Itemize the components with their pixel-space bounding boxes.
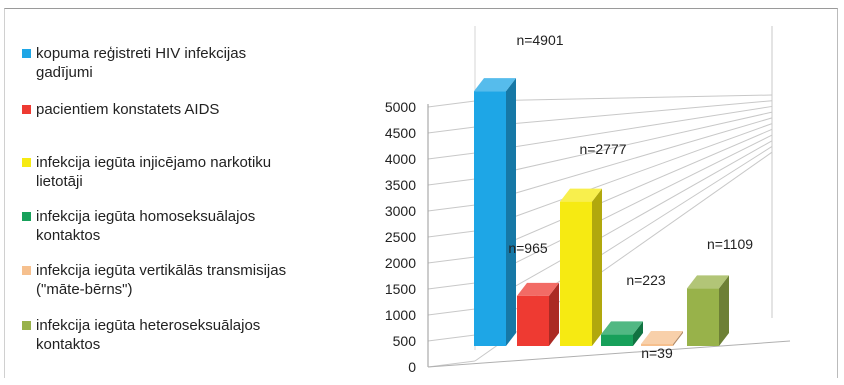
legend-item-injecting-drug-users: infekcija iegūta injicējamo narkotiku li… <box>22 153 306 191</box>
bar-top-0 <box>474 78 516 92</box>
bar-top-1 <box>517 282 559 296</box>
legend-swatch-heterosexual <box>22 321 31 330</box>
bar-front-4 <box>641 343 673 346</box>
bar-side-5 <box>719 275 729 346</box>
gridline-side-4 <box>427 256 476 264</box>
y-tick-label-0: 0 <box>408 359 416 375</box>
bar-front-0 <box>474 91 506 346</box>
gridline-back-10 <box>474 94 773 102</box>
bar-top-2 <box>560 188 602 202</box>
legend-label-heterosexual: infekcija iegūta heteroseksuālajos konta… <box>36 317 261 353</box>
gridline-side-2 <box>427 308 476 316</box>
bar-2 <box>560 188 602 346</box>
gridline-back-5 <box>474 123 773 232</box>
gridline-back-2 <box>474 140 773 310</box>
bar-0 <box>474 78 516 346</box>
y-tick-label-10: 5000 <box>385 99 416 115</box>
data-labels-layer: n=4901 n=965 n=2777 n=223 n=39 n=1109 <box>508 32 753 361</box>
y-tick-label-2: 1000 <box>385 307 416 323</box>
bar-side-3 <box>633 321 643 346</box>
y-tick-label-6: 3000 <box>385 203 416 219</box>
gridline-back-6 <box>474 117 773 206</box>
legend-label-total-hiv: kopuma reģistreti HIV infekcijas gadījum… <box>36 45 247 81</box>
gridline-back-3 <box>474 134 773 284</box>
gridline-side-9 <box>427 126 476 134</box>
legend-label-vertical: infekcija iegūta vertikālās transmisijas… <box>36 262 287 298</box>
y-tick-label-5: 2500 <box>385 229 416 245</box>
bar-front-5 <box>687 288 719 346</box>
legend-swatch-vertical <box>22 266 31 275</box>
legend-item-heterosexual: infekcija iegūta heteroseksuālajos konta… <box>22 316 306 354</box>
bar-front-1 <box>517 295 549 346</box>
legend-item-homosexual: infekcija iegūta homoseksuālajos kontakt… <box>22 207 306 245</box>
bar-front-2 <box>560 201 592 346</box>
gridline-back-9 <box>474 100 773 128</box>
legend-swatch-injecting-drug-users <box>22 158 31 167</box>
data-label-5: n=1109 <box>707 236 753 252</box>
y-tick-label-3: 1500 <box>385 281 416 297</box>
legend-swatch-total-hiv <box>22 49 31 58</box>
data-label-3: n=223 <box>626 272 666 288</box>
legend-label-homosexual: infekcija iegūta homoseksuālajos kontakt… <box>36 208 256 244</box>
gridline-side-7 <box>427 178 476 186</box>
bars-layer <box>474 78 729 346</box>
y-tick-label-4: 2000 <box>385 255 416 271</box>
legend-item-aids: pacientiem konstatets AIDS <box>22 100 306 119</box>
gridline-side-8 <box>427 152 476 160</box>
legend-label-injecting-drug-users: infekcija iegūta injicējamo narkotiku li… <box>36 154 272 190</box>
chart-frame <box>4 8 838 378</box>
y-axis-ticks: 0 500 1000 1500 2000 2500 3000 3500 4000 4500 5000 <box>385 99 416 375</box>
bar-top-4 <box>641 330 683 344</box>
legend-label-aids: pacientiem konstatets AIDS <box>36 101 220 118</box>
bar-top-5 <box>687 275 729 289</box>
data-label-1: n=965 <box>508 240 548 256</box>
legend-item-total-hiv: kopuma reģistreti HIV infekcijas gadījum… <box>22 44 306 82</box>
gridline-back-7 <box>474 111 773 180</box>
bar-5 <box>687 275 729 346</box>
legend-swatch-aids <box>22 105 31 114</box>
bar-side-0 <box>506 78 516 346</box>
gridline-back-4 <box>474 128 773 258</box>
bar-top-3 <box>601 321 643 335</box>
gridline-side-5 <box>427 230 476 238</box>
bar-front-3 <box>601 334 633 346</box>
bar-side-4 <box>673 330 683 346</box>
bar-side-2 <box>592 188 602 346</box>
data-label-0: n=4901 <box>516 32 563 48</box>
data-label-4: n=39 <box>641 345 673 361</box>
gridline-side-1 <box>427 334 476 342</box>
bar-side-1 <box>549 282 559 346</box>
legend-item-vertical: infekcija iegūta vertikālās transmisijas… <box>22 261 306 299</box>
bar-1 <box>517 282 559 346</box>
y-tick-label-7: 3500 <box>385 177 416 193</box>
y-tick-label-9: 4500 <box>385 125 416 141</box>
gridline-side-10 <box>427 100 476 108</box>
floor-front-edge <box>427 340 791 368</box>
y-tick-label-1: 500 <box>393 333 417 349</box>
gridline-side-6 <box>427 204 476 212</box>
gridline-side-3 <box>427 282 476 290</box>
data-label-2: n=2777 <box>579 141 626 157</box>
legend-swatch-homosexual <box>22 212 31 221</box>
y-tick-label-8: 4000 <box>385 151 416 167</box>
gridline-back-8 <box>474 105 773 154</box>
bar-4 <box>641 330 683 346</box>
bar-3 <box>601 321 643 346</box>
